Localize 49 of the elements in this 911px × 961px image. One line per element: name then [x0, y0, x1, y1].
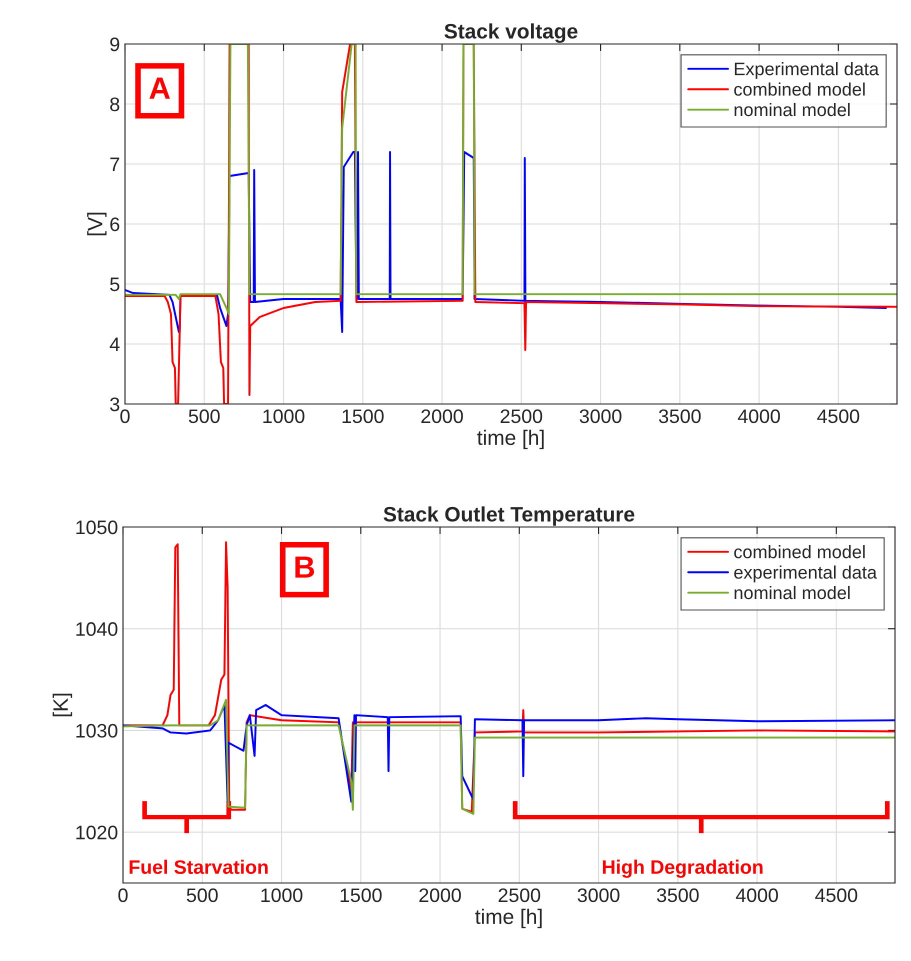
x-tick-label: 2500 — [498, 888, 540, 902]
y-tick-label: 1040 — [76, 622, 118, 636]
y-tick-label: 5 — [110, 278, 120, 292]
y-tick-label: 3 — [110, 397, 120, 412]
x-tick-label: 2000 — [421, 409, 463, 424]
y-tick-label: 7 — [110, 158, 120, 172]
x-tick-label: 4000 — [738, 409, 780, 424]
x-tick-label: 4500 — [815, 888, 858, 902]
x-axis-title: time [h] — [477, 430, 544, 450]
y-tick-label: 1030 — [76, 724, 118, 738]
x-tick-label: 1000 — [261, 888, 302, 902]
x-tick-label: 0 — [120, 409, 130, 424]
chart-title: Stack Outlet Temperature — [384, 506, 634, 526]
legend-label: nominal model — [734, 586, 850, 600]
chart-title: Stack voltage — [444, 23, 578, 43]
legend-label: combined model — [734, 82, 865, 96]
x-tick-label: 1500 — [340, 888, 382, 902]
legend-label: Experimental data — [734, 62, 879, 79]
x-tick-label: 3000 — [580, 409, 622, 424]
y-tick-label: 8 — [110, 97, 120, 112]
x-tick-label: 4000 — [736, 888, 778, 902]
x-tick-label: 500 — [186, 888, 218, 902]
legend-label: experimental data — [734, 566, 877, 582]
x-tick-label: 3500 — [658, 409, 701, 424]
legend-label: nominal model — [734, 102, 850, 116]
annotation: High Degradation — [602, 860, 762, 878]
x-tick-label: 4500 — [817, 409, 860, 424]
x-tick-label: 2500 — [500, 409, 542, 424]
y-tick-label: 6 — [110, 217, 120, 232]
x-tick-label: 3000 — [578, 888, 620, 902]
y-tick-label: 9 — [110, 37, 120, 52]
line-series — [123, 704, 895, 803]
line-series — [123, 698, 895, 815]
y-axis-title: [V] — [87, 212, 107, 236]
x-tick-label: 3500 — [656, 888, 699, 902]
x-tick-label: 1500 — [342, 409, 384, 424]
y-tick-label: 4 — [110, 338, 120, 352]
x-tick-label: 1000 — [263, 409, 304, 424]
annotation: A — [149, 78, 170, 99]
x-tick-label: 0 — [118, 888, 128, 902]
y-tick-label: 1050 — [76, 520, 118, 534]
y-axis-title: [K] — [52, 694, 72, 716]
x-tick-label: 2000 — [419, 888, 461, 902]
annotation: Fuel Starvation — [130, 860, 268, 874]
y-tick-label: 1020 — [76, 826, 118, 840]
x-tick-label: 500 — [188, 409, 220, 424]
x-axis-title: time [h] — [475, 908, 542, 928]
legend-label: combined model — [734, 545, 865, 558]
annotation: B — [295, 556, 314, 578]
